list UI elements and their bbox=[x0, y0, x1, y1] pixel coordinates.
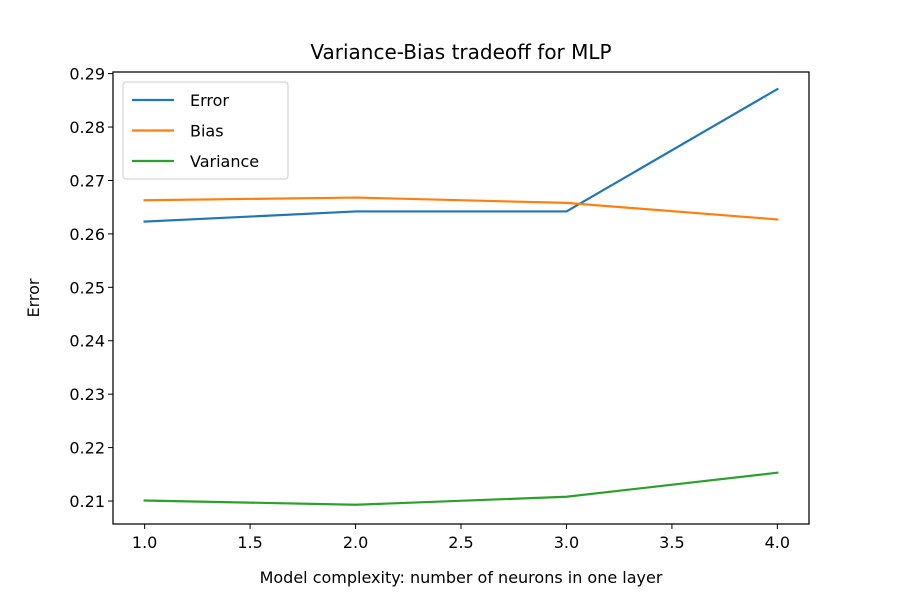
y-tick-label: 0.27 bbox=[69, 171, 105, 190]
y-tick-label: 0.24 bbox=[69, 332, 105, 351]
x-tick-label: 4.0 bbox=[765, 533, 790, 552]
legend-frame bbox=[122, 81, 289, 180]
x-tick-label: 2.0 bbox=[343, 533, 368, 552]
legend-label-error: Error bbox=[190, 91, 229, 110]
x-tick-label: 2.5 bbox=[448, 533, 473, 552]
legend: Error Bias Variance bbox=[122, 81, 289, 180]
series-line-bias bbox=[143, 196, 779, 221]
y-tick-label: 0.22 bbox=[69, 439, 105, 458]
series-line-error bbox=[143, 87, 779, 223]
x-tick-label: 3.5 bbox=[659, 533, 684, 552]
y-tick-label: 0.23 bbox=[69, 385, 105, 404]
y-tick-label: 0.21 bbox=[69, 492, 105, 511]
y-tick-label: 0.28 bbox=[69, 118, 105, 137]
x-tick-label: 3.0 bbox=[554, 533, 579, 552]
x-axis-ticks: 1.0 1.5 2.0 2.5 3.0 3.5 4.0 bbox=[132, 524, 790, 552]
y-tick-label: 0.25 bbox=[69, 278, 105, 297]
x-tick-label: 1.0 bbox=[132, 533, 157, 552]
x-axis-label: Model complexity: number of neurons in o… bbox=[260, 568, 663, 587]
legend-label-bias: Bias bbox=[190, 122, 224, 141]
series-layer bbox=[143, 87, 779, 506]
chart-title: Variance-Bias tradeoff for MLP bbox=[310, 40, 611, 64]
y-tick-label: 0.26 bbox=[69, 225, 105, 244]
x-tick-label: 1.5 bbox=[237, 533, 262, 552]
y-axis-ticks: 0.21 0.22 0.23 0.24 0.25 0.26 0.27 0.28 0.29 bbox=[69, 65, 113, 511]
y-axis-label: Error bbox=[24, 278, 43, 317]
legend-label-variance: Variance bbox=[190, 152, 259, 171]
series-line-variance bbox=[143, 471, 779, 506]
y-tick-label: 0.29 bbox=[69, 65, 105, 84]
